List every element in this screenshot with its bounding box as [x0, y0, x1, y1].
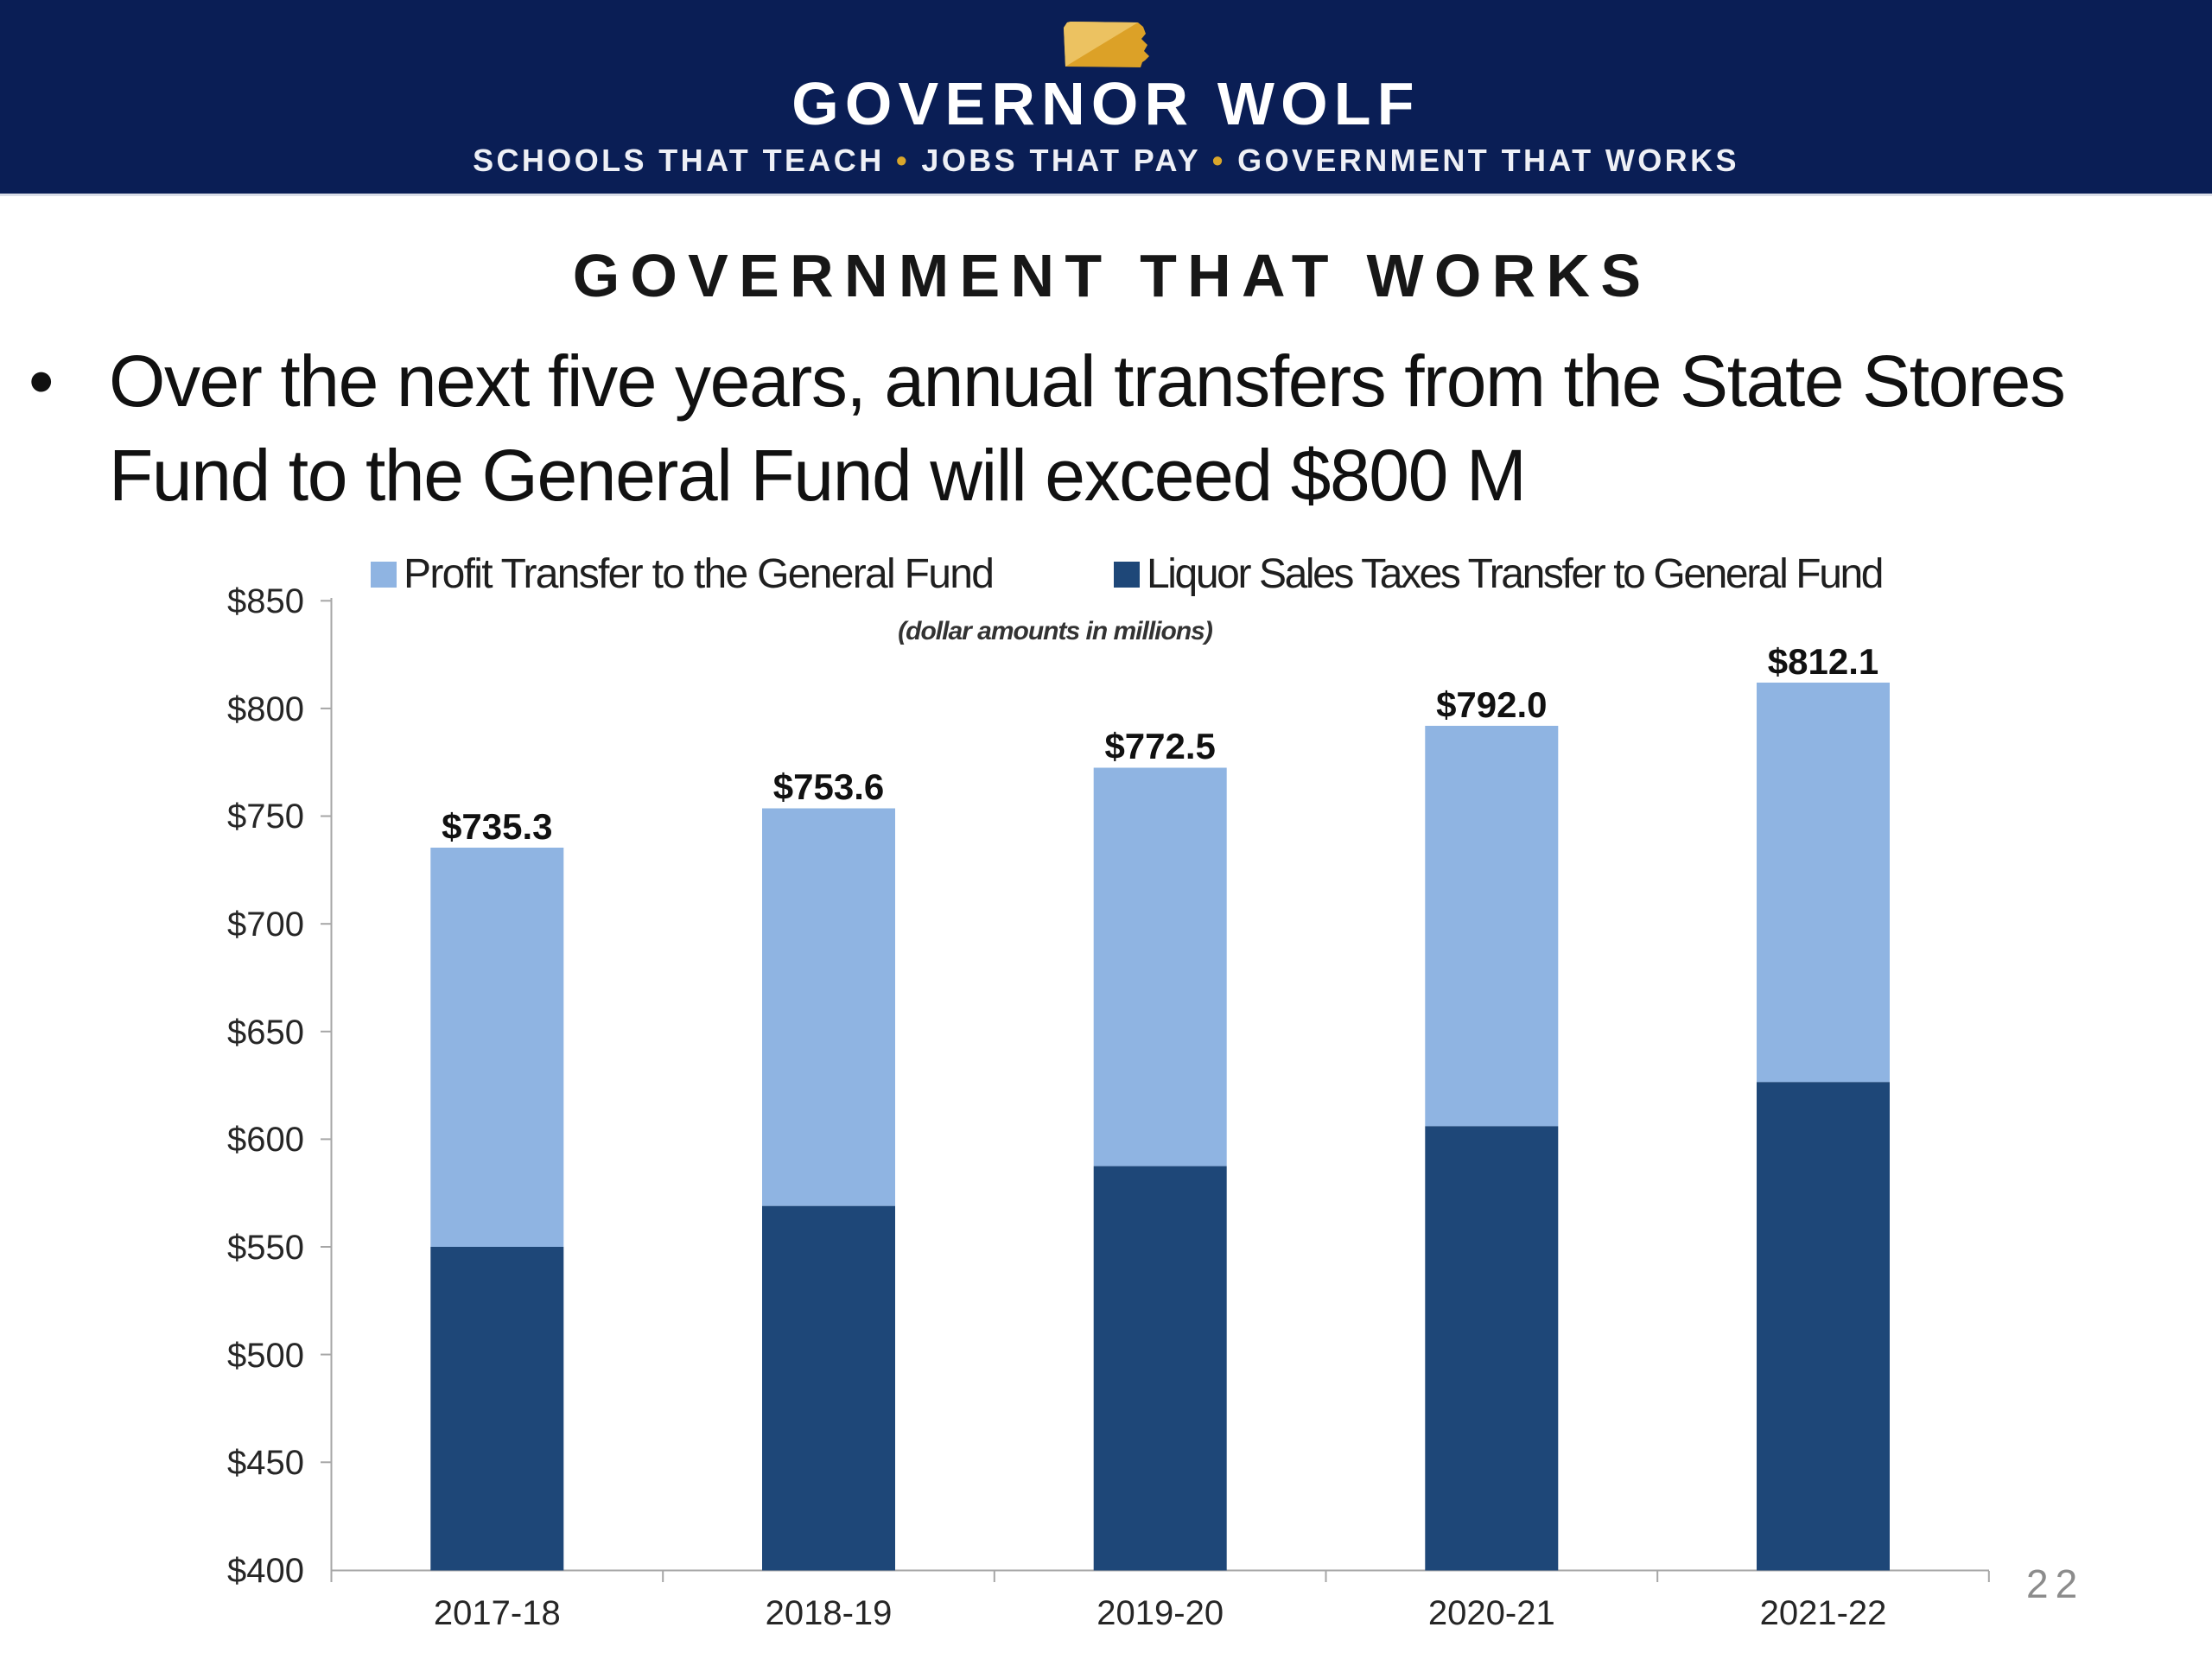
svg-text:$500: $500: [227, 1337, 304, 1375]
svg-text:$753.6: $753.6: [773, 766, 884, 807]
svg-text:2017-18: 2017-18: [434, 1594, 561, 1632]
svg-text:$792.0: $792.0: [1436, 684, 1547, 725]
svg-text:$735.3: $735.3: [442, 806, 552, 847]
svg-text:$750: $750: [227, 798, 304, 836]
svg-text:$600: $600: [227, 1121, 304, 1159]
svg-text:(dollar amounts in millions): (dollar amounts in millions): [898, 617, 1213, 645]
svg-text:$450: $450: [227, 1444, 304, 1482]
svg-text:$550: $550: [227, 1229, 304, 1267]
svg-text:Profit Transfer to the General: Profit Transfer to the General Fund: [404, 551, 993, 597]
svg-text:$772.5: $772.5: [1104, 726, 1215, 766]
svg-text:2018-19: 2018-19: [766, 1594, 893, 1632]
svg-text:$700: $700: [227, 906, 304, 944]
svg-text:$800: $800: [227, 690, 304, 728]
svg-text:Liquor Sales Taxes Transfer to: Liquor Sales Taxes Transfer to General F…: [1147, 551, 1882, 597]
svg-text:2021-22: 2021-22: [1760, 1594, 1887, 1632]
svg-text:2020-21: 2020-21: [1428, 1594, 1555, 1632]
svg-text:$850: $850: [227, 582, 304, 620]
svg-text:22: 22: [2026, 1561, 2084, 1606]
svg-text:$400: $400: [227, 1552, 304, 1590]
svg-text:$650: $650: [227, 1014, 304, 1052]
svg-text:$812.1: $812.1: [1768, 641, 1878, 682]
svg-text:2019-20: 2019-20: [1096, 1594, 1224, 1632]
